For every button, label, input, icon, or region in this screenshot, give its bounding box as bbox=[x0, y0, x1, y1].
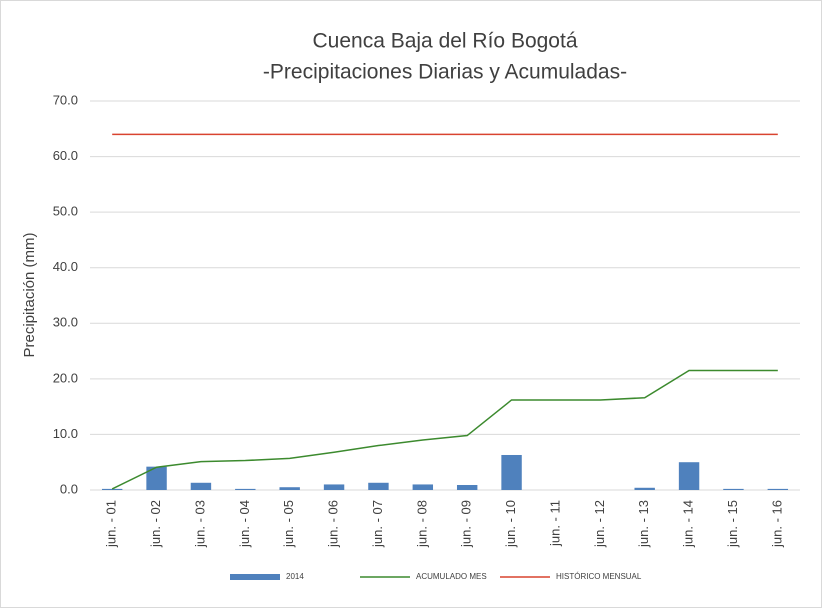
y-tick-label: 30.0 bbox=[53, 315, 78, 330]
bar bbox=[723, 488, 744, 490]
y-tick-label: 50.0 bbox=[53, 204, 78, 219]
legend-label: 2014 bbox=[286, 572, 304, 581]
bar bbox=[767, 488, 789, 490]
x-tick-label: jun. - 07 bbox=[370, 500, 385, 548]
x-tick-label: jun. - 11 bbox=[547, 500, 562, 547]
y-axis-label: Precipitación (mm) bbox=[21, 232, 38, 357]
y-tick-label: 40.0 bbox=[53, 259, 78, 274]
x-tick-label: jun. - 05 bbox=[281, 500, 296, 548]
legend-label: HISTÓRICO MENSUAL bbox=[556, 572, 642, 581]
legend-swatch bbox=[230, 574, 280, 580]
bar bbox=[146, 466, 167, 490]
y-tick-label: 10.0 bbox=[53, 426, 78, 441]
legend-label: ACUMULADO MES bbox=[416, 572, 487, 581]
x-tick-label: jun. - 10 bbox=[503, 500, 518, 548]
x-tick-label: jun. - 15 bbox=[725, 500, 740, 548]
chart-title: Cuenca Baja del Río Bogotá bbox=[312, 30, 577, 53]
x-tick-label: jun. - 16 bbox=[769, 500, 784, 548]
x-tick-label: jun. - 02 bbox=[148, 500, 163, 548]
bar bbox=[412, 484, 434, 490]
bar bbox=[190, 482, 212, 490]
line bbox=[111, 369, 778, 490]
y-tick-label: 70.0 bbox=[53, 92, 78, 107]
bar bbox=[634, 487, 655, 490]
chart-subtitle: -Precipitaciones Diarias y Acumuladas- bbox=[263, 61, 627, 84]
y-tick-label: 20.0 bbox=[53, 370, 78, 385]
x-tick-label: jun. - 13 bbox=[636, 500, 651, 548]
bar bbox=[235, 488, 256, 490]
bar bbox=[678, 462, 700, 490]
bar bbox=[501, 454, 522, 490]
x-tick-label: jun. - 09 bbox=[459, 500, 474, 548]
x-tick-label: jun. - 08 bbox=[414, 500, 429, 548]
bar bbox=[323, 484, 345, 490]
x-tick-label: jun. - 03 bbox=[192, 500, 207, 548]
x-tick-label: jun. - 06 bbox=[326, 500, 341, 548]
x-tick-label: jun. - 12 bbox=[592, 500, 607, 548]
y-tick-label: 0.0 bbox=[60, 481, 78, 496]
y-tick-label: 60.0 bbox=[53, 148, 78, 163]
bar bbox=[368, 482, 389, 490]
x-tick-label: jun. - 14 bbox=[681, 500, 696, 548]
x-tick-label: jun. - 01 bbox=[104, 500, 119, 548]
bar bbox=[456, 484, 478, 490]
x-tick-label: jun. - 04 bbox=[237, 500, 252, 548]
bar bbox=[279, 487, 300, 490]
bar bbox=[101, 488, 123, 490]
